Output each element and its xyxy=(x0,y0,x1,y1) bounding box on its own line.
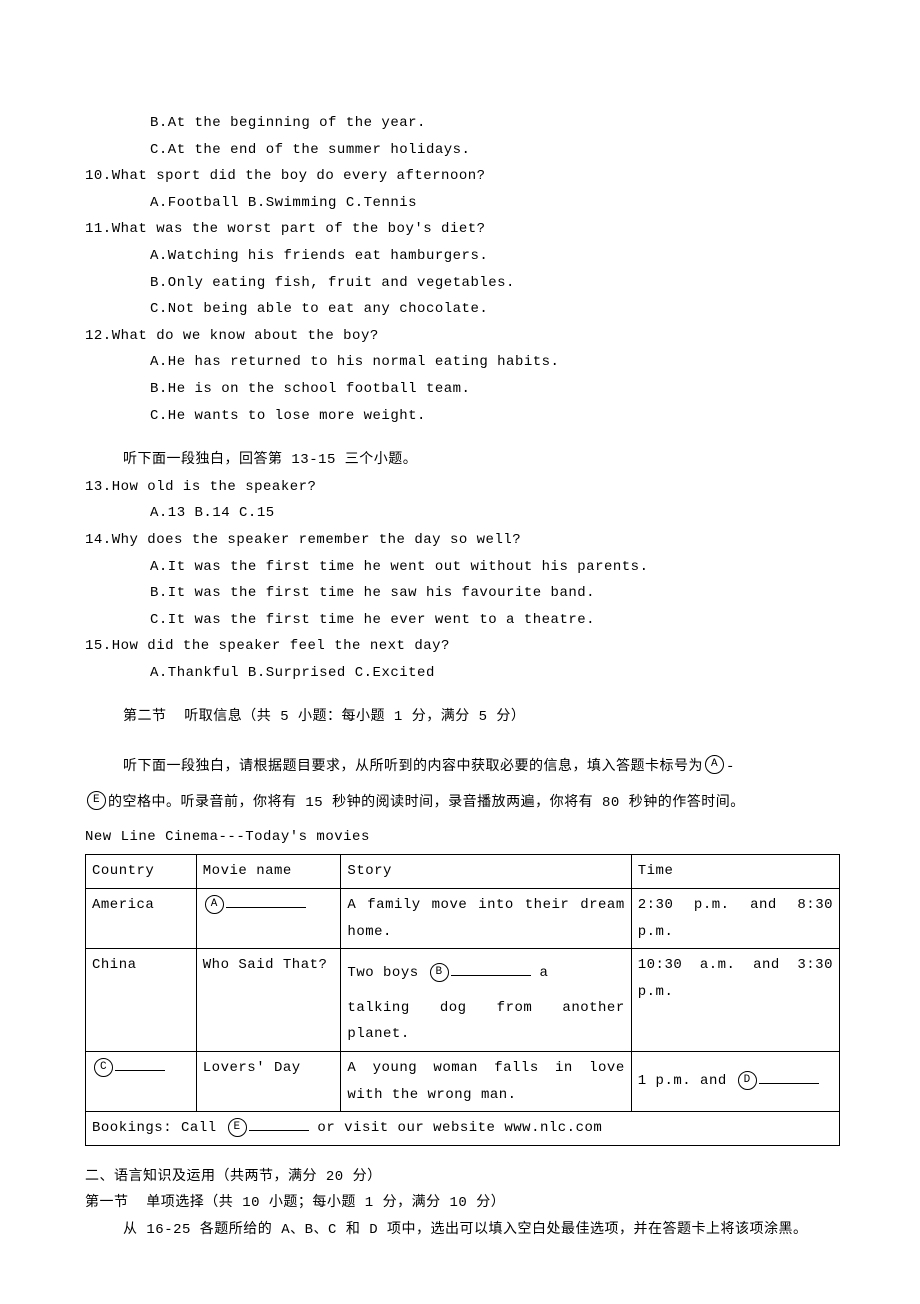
q14-option-a: A.It was the first time he went out with… xyxy=(85,554,840,581)
q12-option-a: A.He has returned to his normal eating h… xyxy=(85,349,840,376)
cell-booking: Bookings: Call E or visit our website ww… xyxy=(86,1112,840,1146)
th-time: Time xyxy=(631,855,839,889)
section-2-intro-pre: 听下面一段独白，请根据题目要求，从所听到的内容中获取必要的信息，填入答题卡标号为 xyxy=(123,759,703,775)
passage-2-intro: 听下面一段独白，回答第 13-15 三个小题。 xyxy=(85,447,840,474)
fill-blank-e[interactable] xyxy=(249,1116,309,1131)
part-2-title: 二、语言知识及运用（共两节，满分 20 分） xyxy=(85,1164,840,1191)
cell-movie-2: Who Said That? xyxy=(196,949,341,1052)
q9-option-c: C.At the end of the summer holidays. xyxy=(85,137,840,164)
table-row: C Lovers' Day A young woman falls in lov… xyxy=(86,1052,840,1112)
q13-option-b: B.14 xyxy=(195,505,231,521)
cell-country-3: C xyxy=(86,1052,197,1112)
q13-options: A.13 B.14 C.15 xyxy=(85,500,840,527)
q11-option-b: B.Only eating fish, fruit and vegetables… xyxy=(85,270,840,297)
q11-option-a: A.Watching his friends eat hamburgers. xyxy=(85,243,840,270)
part-2-instruction: 从 16-25 各题所给的 A、B、C 和 D 项中，选出可以填入空白处最佳选项… xyxy=(85,1217,840,1244)
q13-option-a: A.13 xyxy=(150,505,186,521)
cell-country-2: China xyxy=(86,949,197,1052)
blank-label-e-icon: E xyxy=(87,791,106,810)
table-booking-row: Bookings: Call E or visit our website ww… xyxy=(86,1112,840,1146)
blank-d-icon: D xyxy=(738,1071,757,1090)
cell-story-2-post: talking dog from another planet. xyxy=(347,995,624,1048)
fill-blank-c[interactable] xyxy=(115,1056,165,1071)
q9-option-b: B.At the beginning of the year. xyxy=(85,110,840,137)
q10-option-b: B.Swimming xyxy=(248,195,337,211)
q10-stem: 10.What sport did the boy do every after… xyxy=(85,163,840,190)
table-title: New Line Cinema---Today's movies xyxy=(85,824,840,851)
booking-pre: Bookings: Call xyxy=(92,1120,226,1136)
cell-country-1: America xyxy=(86,889,197,949)
q13-stem: 13.How old is the speaker? xyxy=(85,474,840,501)
cell-story-2-pre: Two boys xyxy=(347,965,427,981)
cell-story-3: A young woman falls in love with the wro… xyxy=(341,1052,631,1112)
cell-time-2: 10:30 a.m. and 3:30 p.m. xyxy=(631,949,839,1052)
blank-label-a-icon: A xyxy=(705,755,724,774)
cell-time-1: 2:30 p.m. and 8:30 p.m. xyxy=(631,889,839,949)
q14-option-c: C.It was the first time he ever went to … xyxy=(85,607,840,634)
fill-blank-a[interactable] xyxy=(226,893,306,908)
q15-stem: 15.How did the speaker feel the next day… xyxy=(85,633,840,660)
blank-e-icon: E xyxy=(228,1118,247,1137)
q12-option-b: B.He is on the school football team. xyxy=(85,376,840,403)
booking-post: or visit our website www.nlc.com xyxy=(309,1120,603,1136)
q11-stem: 11.What was the worst part of the boy's … xyxy=(85,216,840,243)
q10-option-c: C.Tennis xyxy=(346,195,417,211)
exam-page: B.At the beginning of the year. C.At the… xyxy=(0,0,920,1304)
fill-blank-d[interactable] xyxy=(759,1069,819,1084)
cell-movie-1: A xyxy=(196,889,341,949)
q14-option-b: B.It was the first time he saw his favou… xyxy=(85,580,840,607)
q10-options: A.Football B.Swimming C.Tennis xyxy=(85,190,840,217)
cell-story-2: Two boys B a talking dog from another pl… xyxy=(341,949,631,1052)
section-2-intro: 听下面一段独白，请根据题目要求，从所听到的内容中获取必要的信息，填入答题卡标号为… xyxy=(85,749,840,822)
q12-option-c: C.He wants to lose more weight. xyxy=(85,403,840,430)
section-2-title: 第二节 听取信息（共 5 小题：每小题 1 分，满分 5 分） xyxy=(85,704,840,731)
q14-stem: 14.Why does the speaker remember the day… xyxy=(85,527,840,554)
th-country: Country xyxy=(86,855,197,889)
blank-b-icon: B xyxy=(430,963,449,982)
table-header-row: Country Movie name Story Time xyxy=(86,855,840,889)
th-movie: Movie name xyxy=(196,855,341,889)
q15-option-c: C.Excited xyxy=(355,665,435,681)
q13-option-c: C.15 xyxy=(239,505,275,521)
q11-option-c: C.Not being able to eat any chocolate. xyxy=(85,296,840,323)
movie-table: Country Movie name Story Time America A … xyxy=(85,854,840,1145)
cell-time-3-pre: 1 p.m. and xyxy=(638,1073,736,1089)
q15-options: A.Thankful B.Surprised C.Excited xyxy=(85,660,840,687)
th-story: Story xyxy=(341,855,631,889)
blank-a-icon: A xyxy=(205,895,224,914)
section-2-intro-post: 的空格中。听录音前，你将有 15 秒钟的阅读时间，录音播放两遍，你将有 80 秒… xyxy=(108,795,745,811)
cell-story-2-mid: a xyxy=(531,965,549,981)
blank-c-icon: C xyxy=(94,1058,113,1077)
table-row: China Who Said That? Two boys B a talkin… xyxy=(86,949,840,1052)
fill-blank-b[interactable] xyxy=(451,961,531,976)
cell-movie-3: Lovers' Day xyxy=(196,1052,341,1112)
q15-option-b: B.Surprised xyxy=(248,665,346,681)
q12-stem: 12.What do we know about the boy? xyxy=(85,323,840,350)
q10-option-a: A.Football xyxy=(150,195,239,211)
q15-option-a: A.Thankful xyxy=(150,665,239,681)
table-row: America A A family move into their dream… xyxy=(86,889,840,949)
part-2-subtitle: 第一节 单项选择（共 10 小题；每小题 1 分，满分 10 分） xyxy=(85,1190,840,1217)
cell-time-3: 1 p.m. and D xyxy=(631,1052,839,1112)
cell-story-1: A family move into their dream home. xyxy=(341,889,631,949)
